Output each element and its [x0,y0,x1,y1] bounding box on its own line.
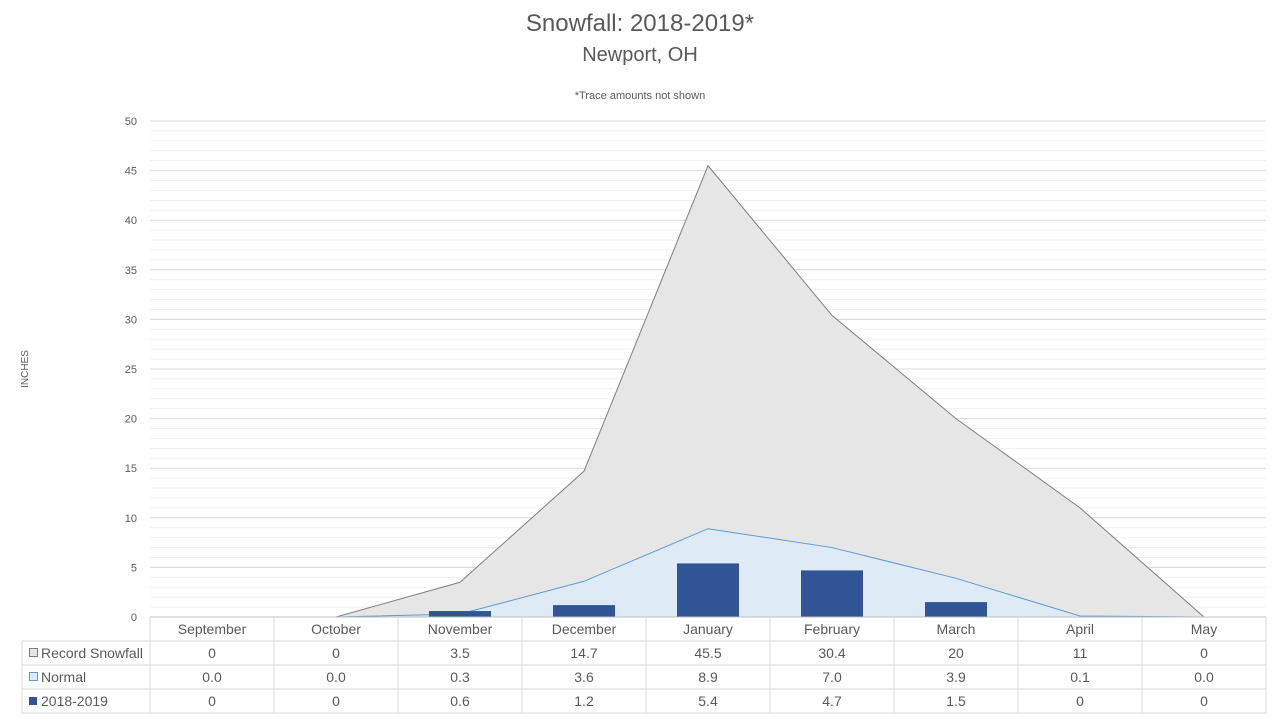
x-tick-label: May [1191,621,1217,637]
table-cell: 11 [1073,645,1088,661]
table-cell: 0 [208,693,216,709]
x-tick-label: January [683,621,733,637]
y-tick-label: 30 [125,314,137,326]
y-tick-label: 0 [131,612,137,624]
x-tick-label: September [178,621,247,637]
legend-label-0: Record Snowfall [41,645,143,661]
x-tick-label: October [311,621,361,637]
bar [553,605,615,617]
table-cell: 45.5 [694,645,721,661]
area-line-1 [212,528,1205,618]
legend-key-0 [29,648,38,657]
table-cell: 14.7 [570,645,597,661]
x-tick-label: April [1066,621,1094,637]
table-cell: 0.3 [450,669,470,685]
x-tick-label: February [804,621,860,637]
legend-key-2 [29,697,37,705]
table-cell: 8.9 [698,669,718,685]
table-cell: 1.5 [946,693,966,709]
chart-note: *Trace amounts not shown [574,90,706,102]
table-cell: 1.2 [574,693,594,709]
x-tick-label: December [552,621,617,637]
table-cell: 0.0 [326,669,346,685]
table-cell: 0 [332,693,340,709]
chart-subtitle: Newport, OH [582,44,698,66]
x-tick-label: March [937,621,976,637]
y-tick-label: 35 [125,265,137,277]
table-cell: 0 [1200,645,1208,661]
bar [429,611,491,617]
y-tick-label: 5 [131,562,137,574]
y-tick-label: 15 [125,463,137,475]
area-line-0 [212,164,1205,618]
x-tick-label: November [428,621,493,637]
legend-label-2: 2018-2019 [41,693,108,709]
y-tick-label: 45 [125,166,137,178]
table-cell: 7.0 [822,669,842,685]
chart-title: Snowfall: 2018-2019* [525,10,755,37]
table-cell: 0.1 [1070,669,1090,685]
bar [801,570,863,617]
table-cell: 5.4 [698,693,718,709]
legend-key-1 [29,672,38,681]
y-axis-label: INCHES [20,350,31,388]
y-tick-label: 20 [125,414,137,426]
bar [677,563,739,617]
table-cell: 3.6 [574,669,594,685]
table-cell: 30.4 [818,645,845,661]
table-cell: 0 [1200,693,1208,709]
bar [925,602,987,617]
table-cell: 0.6 [450,693,470,709]
table-cell: 20 [948,645,964,661]
y-tick-label: 25 [125,364,137,376]
legend-label-1: Normal [41,669,86,685]
y-tick-label: 40 [125,215,137,227]
table-cell: 0 [208,645,216,661]
y-tick-label: 50 [125,116,137,128]
table-cell: 0.0 [1194,669,1214,685]
table-cell: 4.7 [822,693,842,709]
area-fill-0 [212,165,1204,617]
y-tick-label: 10 [125,513,137,525]
table-cell: 0 [332,645,340,661]
table-cell: 3.5 [450,645,470,661]
table-cell: 0 [1076,693,1084,709]
table-cell: 0.0 [202,669,222,685]
table-cell: 3.9 [946,669,966,685]
